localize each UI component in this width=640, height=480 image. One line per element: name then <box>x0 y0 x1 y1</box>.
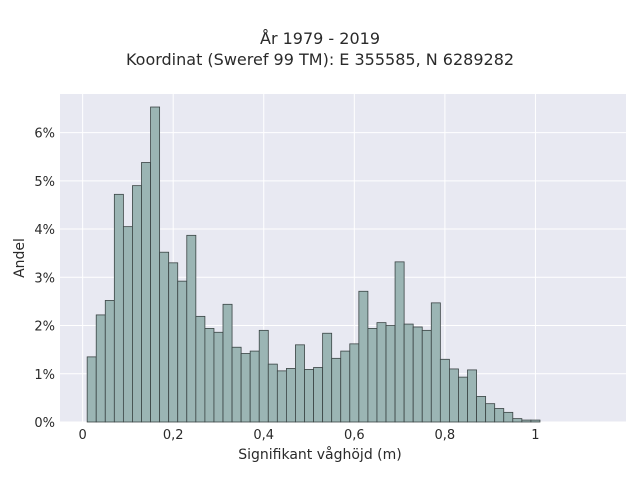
histogram-bar <box>95 314 106 423</box>
histogram-bar <box>141 162 151 423</box>
histogram-bar <box>213 331 224 423</box>
histogram-bar <box>503 411 514 423</box>
histogram-bar <box>403 323 414 423</box>
y-tick-label: 6% <box>34 127 55 142</box>
y-axis-label: Andel <box>12 238 28 278</box>
histogram-bar <box>485 403 496 423</box>
histogram-bar <box>285 368 296 423</box>
histogram-bar <box>512 418 523 423</box>
histogram-bar <box>394 261 405 423</box>
histogram-bar <box>104 300 115 423</box>
histogram-bar <box>304 369 314 423</box>
histogram-bar <box>449 368 459 423</box>
x-tick-label: 0,8 <box>435 428 456 443</box>
histogram-bar <box>349 343 360 423</box>
histogram-bar <box>204 328 215 423</box>
histogram-bar <box>177 280 188 423</box>
histogram-bar <box>331 357 342 423</box>
histogram-bar <box>86 356 97 423</box>
x-tick-labels: 0 0,2 0,4 0,6 0,8 1 <box>78 428 539 443</box>
histogram-bar <box>132 185 142 423</box>
x-tick-label: 0,6 <box>344 428 365 443</box>
histogram-bar <box>412 326 423 423</box>
y-tick-label: 3% <box>34 271 55 286</box>
x-tick-label: 1 <box>531 428 539 443</box>
histogram-bar <box>358 290 369 423</box>
histogram-bar <box>122 226 133 423</box>
y-tick-label: 1% <box>34 368 55 383</box>
histogram-bar <box>521 419 532 423</box>
y-tick-label: 2% <box>34 320 55 335</box>
histogram-bar <box>186 234 197 423</box>
histogram-bar <box>159 251 170 423</box>
histogram-bar <box>322 332 333 423</box>
histogram-bar <box>113 193 124 423</box>
histogram-bar <box>340 350 351 423</box>
chart-subtitle: Koordinat (Sweref 99 TM): E 355585, N 62… <box>125 50 515 69</box>
chart-title: År 1979 - 2019 <box>260 29 380 48</box>
histogram-bar <box>195 315 206 423</box>
histogram-bar <box>313 367 324 423</box>
x-tick-label: 0 <box>78 428 86 443</box>
histogram-bar <box>430 302 441 423</box>
histogram-bar <box>421 329 432 423</box>
histogram-bar <box>439 358 450 423</box>
histogram-bar <box>476 396 487 423</box>
histogram-bar <box>240 353 251 423</box>
histogram-bar <box>467 369 477 423</box>
histogram-bar <box>150 106 161 423</box>
histogram-bar <box>458 376 468 423</box>
histogram-bar <box>530 419 541 423</box>
histogram-bar <box>376 322 387 423</box>
histogram-bar <box>276 370 287 423</box>
y-tick-label: 5% <box>34 175 55 190</box>
histogram-bar <box>168 262 179 423</box>
x-axis-label: Signifikant våghöjd (m) <box>238 447 402 463</box>
histogram-bar <box>258 329 269 423</box>
y-tick-label: 4% <box>34 223 55 238</box>
histogram-bar <box>267 363 278 423</box>
x-tick-label: 0,4 <box>253 428 274 443</box>
histogram-bar <box>222 303 233 423</box>
histogram-bar <box>367 328 378 423</box>
y-tick-labels: 0% 1% 2% 3% 4% 5% 6% <box>34 127 55 431</box>
histogram-bar <box>385 325 396 423</box>
histogram-bar <box>494 408 505 423</box>
histogram-bar <box>295 344 305 423</box>
x-tick-label: 0,2 <box>163 428 184 443</box>
histogram-bar <box>231 346 242 423</box>
histogram-bar <box>249 350 260 423</box>
y-tick-label: 0% <box>34 416 55 431</box>
bars <box>86 106 541 423</box>
